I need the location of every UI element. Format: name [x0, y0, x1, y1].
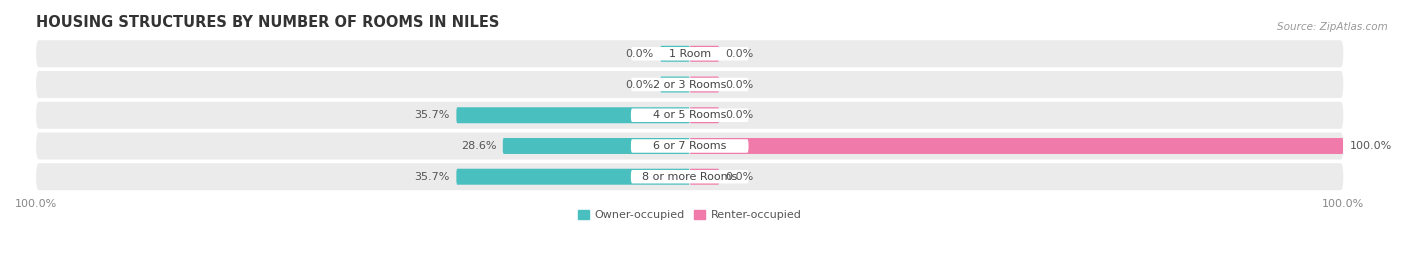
Text: 0.0%: 0.0% — [725, 172, 754, 182]
FancyBboxPatch shape — [503, 138, 690, 154]
FancyBboxPatch shape — [37, 71, 1343, 98]
Text: 2 or 3 Rooms: 2 or 3 Rooms — [652, 80, 727, 90]
Text: 0.0%: 0.0% — [725, 110, 754, 120]
FancyBboxPatch shape — [631, 170, 748, 183]
Text: HOUSING STRUCTURES BY NUMBER OF ROOMS IN NILES: HOUSING STRUCTURES BY NUMBER OF ROOMS IN… — [37, 15, 499, 30]
FancyBboxPatch shape — [690, 107, 718, 123]
Text: 0.0%: 0.0% — [725, 49, 754, 59]
Text: 0.0%: 0.0% — [725, 80, 754, 90]
Text: 0.0%: 0.0% — [626, 49, 654, 59]
FancyBboxPatch shape — [690, 138, 1343, 154]
FancyBboxPatch shape — [631, 78, 748, 91]
FancyBboxPatch shape — [457, 169, 690, 185]
FancyBboxPatch shape — [690, 169, 718, 185]
Text: 35.7%: 35.7% — [415, 110, 450, 120]
FancyBboxPatch shape — [661, 46, 690, 62]
Text: 8 or more Rooms: 8 or more Rooms — [643, 172, 737, 182]
Text: 1 Room: 1 Room — [669, 49, 711, 59]
Text: 28.6%: 28.6% — [461, 141, 496, 151]
Text: 6 or 7 Rooms: 6 or 7 Rooms — [652, 141, 727, 151]
Text: 100.0%: 100.0% — [1350, 141, 1392, 151]
FancyBboxPatch shape — [631, 139, 748, 153]
FancyBboxPatch shape — [661, 76, 690, 93]
Text: Source: ZipAtlas.com: Source: ZipAtlas.com — [1277, 22, 1388, 31]
FancyBboxPatch shape — [37, 163, 1343, 190]
FancyBboxPatch shape — [631, 108, 748, 122]
FancyBboxPatch shape — [631, 47, 748, 61]
Text: 4 or 5 Rooms: 4 or 5 Rooms — [652, 110, 727, 120]
FancyBboxPatch shape — [457, 107, 690, 123]
FancyBboxPatch shape — [690, 76, 718, 93]
FancyBboxPatch shape — [37, 102, 1343, 129]
FancyBboxPatch shape — [37, 132, 1343, 160]
FancyBboxPatch shape — [37, 40, 1343, 67]
Text: 35.7%: 35.7% — [415, 172, 450, 182]
Legend: Owner-occupied, Renter-occupied: Owner-occupied, Renter-occupied — [574, 206, 806, 225]
FancyBboxPatch shape — [690, 46, 718, 62]
Text: 0.0%: 0.0% — [626, 80, 654, 90]
